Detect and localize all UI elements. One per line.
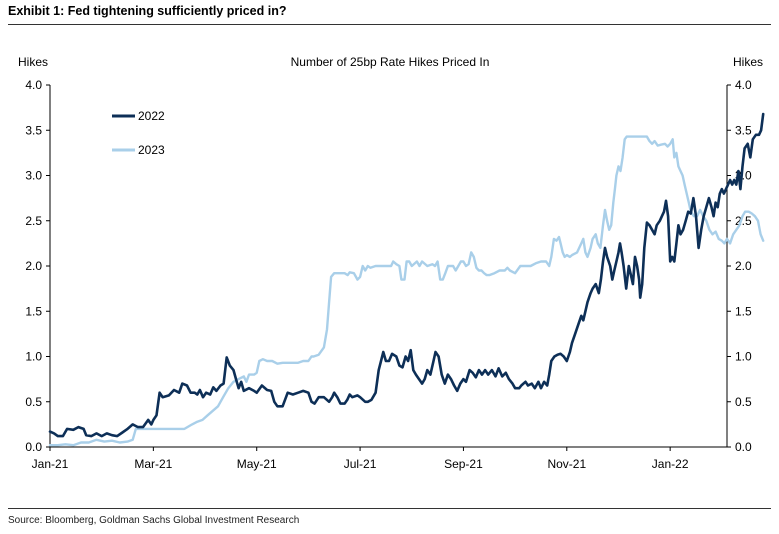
y-tick-label-left: 2.5 (25, 214, 42, 228)
y-tick-label-right: 1.5 (735, 304, 752, 318)
x-tick-label: Nov-21 (547, 457, 586, 471)
bottom-rule (8, 508, 771, 509)
series-line-2022 (48, 112, 765, 438)
x-tick-label: Mar-21 (134, 457, 172, 471)
y-tick-label-left: 4.0 (25, 78, 42, 92)
y-tick-label-right: 4.0 (735, 78, 752, 92)
top-rule (8, 24, 771, 25)
legend-label-2022: 2022 (138, 109, 165, 123)
exhibit-title: Exhibit 1: Fed tightening sufficiently p… (8, 4, 287, 18)
x-tick-label: Sep-21 (444, 457, 483, 471)
y-tick-label-left: 3.0 (25, 169, 42, 183)
series-layer (48, 112, 765, 447)
y-tick-label-left: 1.5 (25, 304, 42, 318)
legend-label-2023: 2023 (138, 143, 165, 157)
chart-title: Number of 25bp Rate Hikes Priced In (291, 55, 490, 69)
y-axis-label-left: Hikes (18, 55, 48, 69)
y-tick-label-left: 1.0 (25, 350, 42, 364)
axes: 0.0 0.00.5 0.51.0 1.01.5 1.52.0 2.02.5 2.53.0 3… (25, 78, 752, 471)
y-tick-label-left: 0.5 (25, 395, 42, 409)
y-axis-label-right: Hikes (733, 55, 763, 69)
x-tick-label: May-21 (237, 457, 277, 471)
y-tick-label-right: 2.0 (735, 259, 752, 273)
y-tick-label-right: 3.5 (735, 123, 752, 137)
y-tick-label-right: 0.5 (735, 395, 752, 409)
series-line-2023 (48, 135, 765, 447)
y-tick-label-left: 3.5 (25, 123, 42, 137)
x-tick-label: Jan-21 (32, 457, 69, 471)
y-tick-label-left: 2.0 (25, 259, 42, 273)
x-tick-label: Jul-21 (344, 457, 377, 471)
source-note: Source: Bloomberg, Goldman Sachs Global … (8, 515, 300, 526)
y-tick-label-right: 0.0 (735, 440, 752, 454)
y-tick-label-left: 0.0 (25, 440, 42, 454)
y-tick-label-right: 1.0 (735, 350, 752, 364)
x-tick-label: Jan-22 (652, 457, 689, 471)
legend: 2022 2023 (112, 109, 165, 157)
